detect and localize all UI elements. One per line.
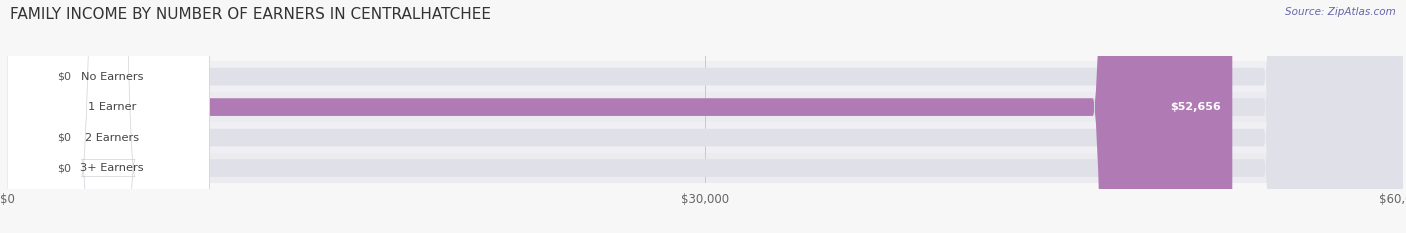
FancyBboxPatch shape — [7, 0, 1403, 233]
Text: $0: $0 — [58, 72, 72, 82]
Text: 3+ Earners: 3+ Earners — [80, 163, 143, 173]
FancyBboxPatch shape — [7, 0, 209, 233]
FancyBboxPatch shape — [0, 0, 53, 233]
FancyBboxPatch shape — [7, 0, 1403, 233]
FancyBboxPatch shape — [7, 122, 1403, 153]
FancyBboxPatch shape — [7, 0, 1232, 233]
FancyBboxPatch shape — [7, 0, 1403, 233]
FancyBboxPatch shape — [0, 0, 53, 233]
Text: 2 Earners: 2 Earners — [86, 133, 139, 143]
FancyBboxPatch shape — [7, 0, 209, 233]
FancyBboxPatch shape — [7, 153, 1403, 183]
FancyBboxPatch shape — [7, 62, 1403, 92]
FancyBboxPatch shape — [0, 0, 53, 233]
Text: $0: $0 — [58, 163, 72, 173]
Text: Source: ZipAtlas.com: Source: ZipAtlas.com — [1285, 7, 1396, 17]
FancyBboxPatch shape — [7, 0, 209, 233]
FancyBboxPatch shape — [7, 0, 209, 233]
Text: No Earners: No Earners — [82, 72, 143, 82]
FancyBboxPatch shape — [7, 92, 1403, 122]
Text: FAMILY INCOME BY NUMBER OF EARNERS IN CENTRALHATCHEE: FAMILY INCOME BY NUMBER OF EARNERS IN CE… — [10, 7, 491, 22]
Text: $52,656: $52,656 — [1170, 102, 1222, 112]
Text: $0: $0 — [58, 133, 72, 143]
FancyBboxPatch shape — [7, 0, 1403, 233]
Text: 1 Earner: 1 Earner — [89, 102, 136, 112]
